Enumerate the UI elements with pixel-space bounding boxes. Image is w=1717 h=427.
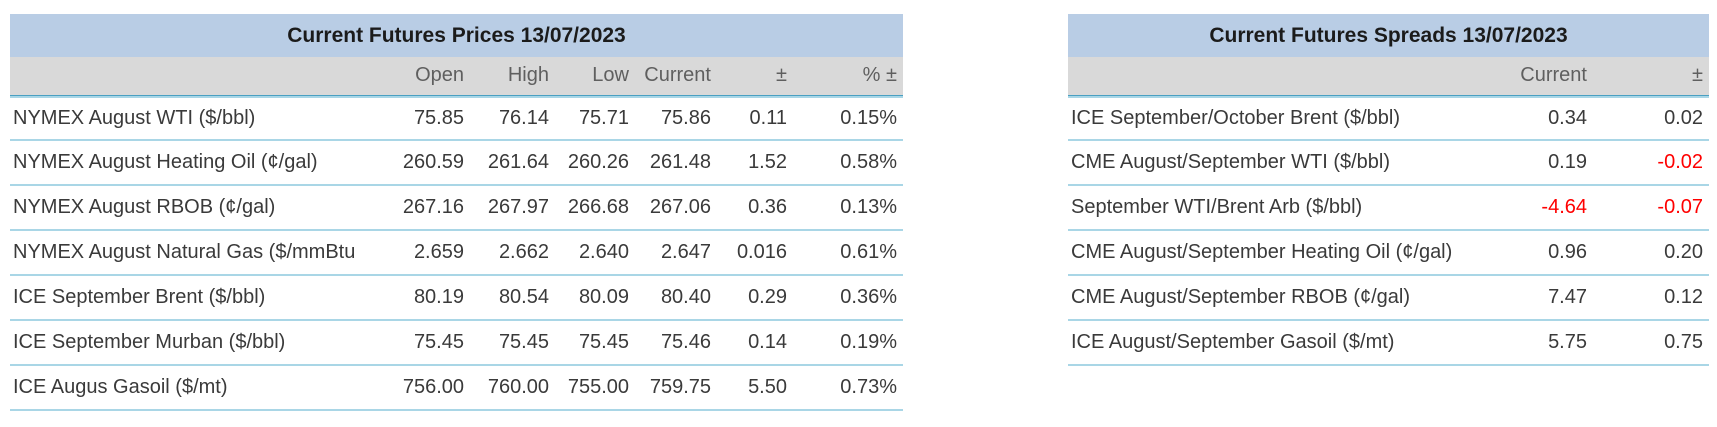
cell-high: 261.64 xyxy=(470,141,555,186)
row-label: September WTI/Brent Arb ($/bbl) xyxy=(1068,186,1458,231)
col-header-pct-change: % ± xyxy=(793,57,903,96)
cell-change: 0.75 xyxy=(1593,321,1709,366)
cell-current: 0.19 xyxy=(1458,141,1593,186)
table-row: CME August/September Heating Oil (¢/gal)… xyxy=(1068,231,1709,276)
cell-change: 1.52 xyxy=(717,141,793,186)
cell-current: 759.75 xyxy=(635,366,717,411)
row-label: ICE August/September Gasoil ($/mt) xyxy=(1068,321,1458,366)
futures-spreads-table: Current Futures Spreads 13/07/2023 Curre… xyxy=(1068,14,1709,366)
cell-change: 0.11 xyxy=(717,96,793,141)
row-label: CME August/September RBOB (¢/gal) xyxy=(1068,276,1458,321)
row-label: ICE September/October Brent ($/bbl) xyxy=(1068,96,1458,141)
cell-current: 75.86 xyxy=(635,96,717,141)
cell-change: 0.12 xyxy=(1593,276,1709,321)
cell-change: 0.29 xyxy=(717,276,793,321)
cell-high: 760.00 xyxy=(470,366,555,411)
cell-open: 260.59 xyxy=(378,141,470,186)
cell-open: 756.00 xyxy=(378,366,470,411)
table-row: CME August/September WTI ($/bbl) 0.19 -0… xyxy=(1068,141,1709,186)
cell-current: 5.75 xyxy=(1458,321,1593,366)
cell-low: 80.09 xyxy=(555,276,635,321)
cell-current: 0.34 xyxy=(1458,96,1593,141)
cell-current: 261.48 xyxy=(635,141,717,186)
col-header-instrument xyxy=(10,57,378,96)
cell-open: 75.45 xyxy=(378,321,470,366)
col-header-spread xyxy=(1068,57,1458,96)
table-row: NYMEX August Natural Gas ($/mmBtu 2.659 … xyxy=(10,231,903,276)
cell-pct-change: 0.19% xyxy=(793,321,903,366)
spreads-table-grid: Current ± ICE September/October Brent ($… xyxy=(1068,57,1709,366)
col-header-low: Low xyxy=(555,57,635,96)
table-row: CME August/September RBOB (¢/gal) 7.47 0… xyxy=(1068,276,1709,321)
cell-current: 267.06 xyxy=(635,186,717,231)
table-row: NYMEX August WTI ($/bbl) 75.85 76.14 75.… xyxy=(10,96,903,141)
cell-high: 80.54 xyxy=(470,276,555,321)
cell-low: 260.26 xyxy=(555,141,635,186)
prices-table-title: Current Futures Prices 13/07/2023 xyxy=(10,14,903,57)
cell-high: 76.14 xyxy=(470,96,555,141)
cell-open: 75.85 xyxy=(378,96,470,141)
cell-change: 0.02 xyxy=(1593,96,1709,141)
cell-pct-change: 0.13% xyxy=(793,186,903,231)
cell-pct-change: 0.73% xyxy=(793,366,903,411)
cell-high: 2.662 xyxy=(470,231,555,276)
row-label: ICE September Murban ($/bbl) xyxy=(10,321,378,366)
cell-high: 267.97 xyxy=(470,186,555,231)
row-label: CME August/September WTI ($/bbl) xyxy=(1068,141,1458,186)
table-row: ICE Augus Gasoil ($/mt) 756.00 760.00 75… xyxy=(10,366,903,411)
row-label: ICE September Brent ($/bbl) xyxy=(10,276,378,321)
cell-low: 755.00 xyxy=(555,366,635,411)
col-header-change: ± xyxy=(1593,57,1709,96)
row-label: NYMEX August WTI ($/bbl) xyxy=(10,96,378,141)
prices-header-row: Open High Low Current ± % ± xyxy=(10,57,903,96)
cell-high: 75.45 xyxy=(470,321,555,366)
cell-low: 266.68 xyxy=(555,186,635,231)
cell-current: 2.647 xyxy=(635,231,717,276)
cell-current: 80.40 xyxy=(635,276,717,321)
row-label: NYMEX August RBOB (¢/gal) xyxy=(10,186,378,231)
cell-pct-change: 0.15% xyxy=(793,96,903,141)
cell-open: 2.659 xyxy=(378,231,470,276)
cell-low: 75.71 xyxy=(555,96,635,141)
cell-current: 0.96 xyxy=(1458,231,1593,276)
cell-pct-change: 0.58% xyxy=(793,141,903,186)
cell-open: 80.19 xyxy=(378,276,470,321)
row-label: NYMEX August Heating Oil (¢/gal) xyxy=(10,141,378,186)
table-row: September WTI/Brent Arb ($/bbl) -4.64 -0… xyxy=(1068,186,1709,231)
table-row: NYMEX August Heating Oil (¢/gal) 260.59 … xyxy=(10,141,903,186)
cell-change: 5.50 xyxy=(717,366,793,411)
table-row: ICE September Brent ($/bbl) 80.19 80.54 … xyxy=(10,276,903,321)
cell-low: 2.640 xyxy=(555,231,635,276)
row-label: NYMEX August Natural Gas ($/mmBtu xyxy=(10,231,378,276)
prices-table-grid: Open High Low Current ± % ± NYMEX August… xyxy=(10,57,903,411)
cell-change: 0.20 xyxy=(1593,231,1709,276)
col-header-high: High xyxy=(470,57,555,96)
cell-open: 267.16 xyxy=(378,186,470,231)
spreads-table-title: Current Futures Spreads 13/07/2023 xyxy=(1068,14,1709,57)
table-row: ICE August/September Gasoil ($/mt) 5.75 … xyxy=(1068,321,1709,366)
cell-low: 75.45 xyxy=(555,321,635,366)
col-header-open: Open xyxy=(378,57,470,96)
cell-change: -0.02 xyxy=(1593,141,1709,186)
row-label: CME August/September Heating Oil (¢/gal) xyxy=(1068,231,1458,276)
cell-current: -4.64 xyxy=(1458,186,1593,231)
table-row: ICE September Murban ($/bbl) 75.45 75.45… xyxy=(10,321,903,366)
cell-change: 0.14 xyxy=(717,321,793,366)
cell-pct-change: 0.61% xyxy=(793,231,903,276)
cell-pct-change: 0.36% xyxy=(793,276,903,321)
table-row: NYMEX August RBOB (¢/gal) 267.16 267.97 … xyxy=(10,186,903,231)
table-row: ICE September/October Brent ($/bbl) 0.34… xyxy=(1068,96,1709,141)
cell-change: -0.07 xyxy=(1593,186,1709,231)
spreads-header-row: Current ± xyxy=(1068,57,1709,96)
row-label: ICE Augus Gasoil ($/mt) xyxy=(10,366,378,411)
col-header-current: Current xyxy=(1458,57,1593,96)
futures-prices-table: Current Futures Prices 13/07/2023 Open H… xyxy=(10,14,903,411)
col-header-change: ± xyxy=(717,57,793,96)
cell-change: 0.36 xyxy=(717,186,793,231)
cell-change: 0.016 xyxy=(717,231,793,276)
cell-current: 75.46 xyxy=(635,321,717,366)
cell-current: 7.47 xyxy=(1458,276,1593,321)
col-header-current: Current xyxy=(635,57,717,96)
